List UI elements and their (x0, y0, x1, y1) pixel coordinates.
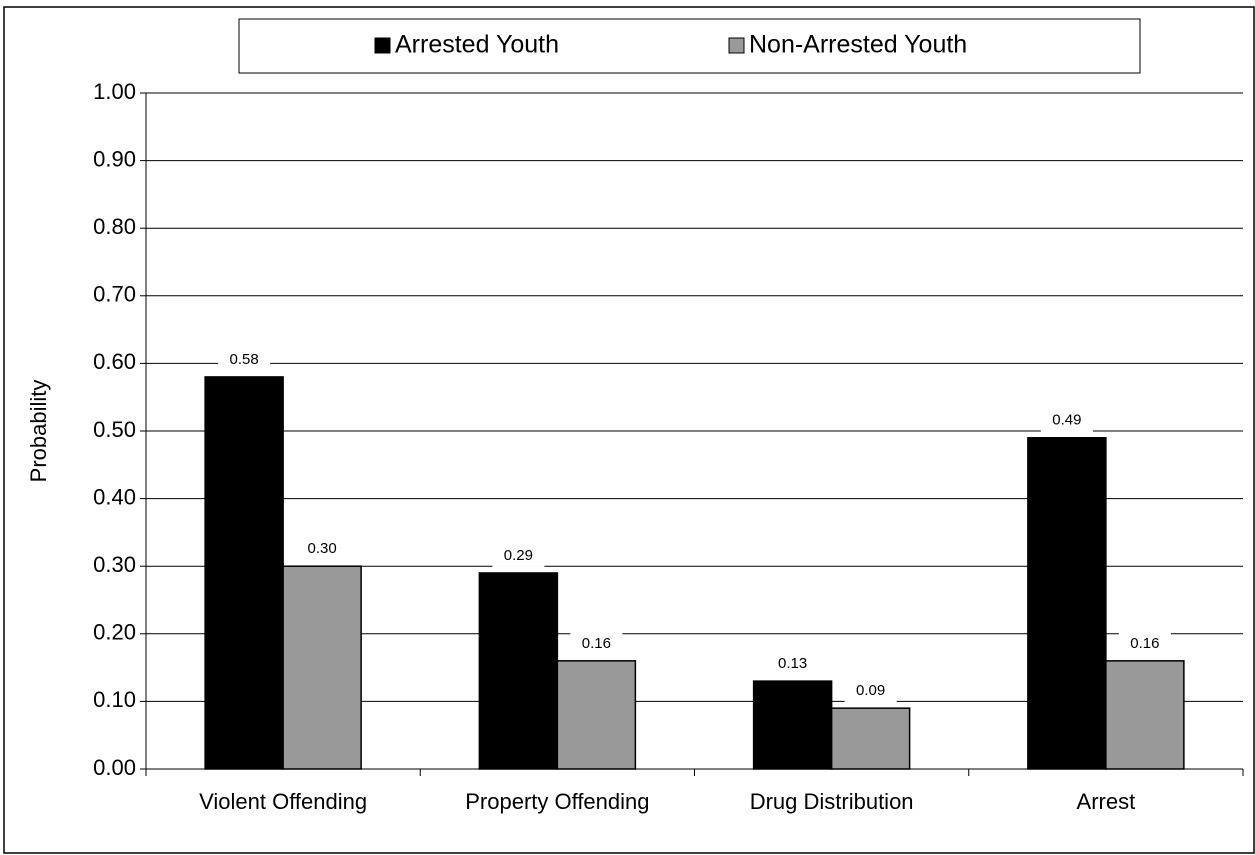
bar (556, 660, 637, 770)
value-label: 0.16 (582, 635, 611, 652)
y-tick-label: 0.50 (93, 417, 136, 442)
y-tick-label: 0.20 (93, 620, 136, 645)
y-tick-label: 0.10 (93, 687, 136, 712)
value-label-bg (296, 538, 349, 561)
x-tick-label: Drug Distribution (750, 789, 914, 814)
value-label-bg (1118, 632, 1171, 655)
value-label-bg (844, 680, 897, 703)
y-tick-label: 0.70 (93, 282, 136, 307)
bar (752, 680, 833, 770)
legend-label: Non-Arrested Youth (749, 31, 967, 59)
value-label: 0.29 (504, 547, 533, 564)
bar (1105, 660, 1185, 770)
value-label-bg (218, 348, 271, 371)
value-label: 0.58 (230, 351, 259, 368)
legend-swatch (728, 37, 745, 54)
y-tick-label: 0.00 (93, 755, 136, 780)
value-label-bg (492, 544, 545, 567)
y-tick-label: 0.30 (93, 552, 136, 577)
value-label: 0.09 (856, 682, 885, 699)
bar (204, 376, 284, 770)
y-axis-label: Probability (26, 380, 51, 483)
x-tick-label: Violent Offending (199, 789, 367, 814)
y-tick-label: 0.60 (93, 349, 136, 374)
value-label-bg (766, 653, 819, 676)
x-tick-label: Arrest (1077, 789, 1136, 814)
legend-swatch (374, 37, 391, 54)
value-label-bg (1040, 409, 1093, 432)
value-label: 0.30 (308, 540, 337, 557)
bar (282, 565, 362, 770)
y-tick-label: 0.40 (93, 484, 136, 509)
value-label: 0.49 (1052, 412, 1081, 429)
bar (830, 707, 911, 770)
value-label: 0.13 (778, 655, 807, 672)
legend-box (238, 18, 1141, 74)
bar (1027, 437, 1107, 770)
x-tick-label: Property Offending (465, 789, 649, 814)
y-tick-label: 0.90 (93, 146, 136, 171)
legend-label: Arrested Youth (395, 31, 559, 59)
y-tick-label: 1.00 (93, 79, 136, 104)
y-tick-label: 0.80 (93, 214, 136, 239)
bar (478, 572, 559, 770)
value-label: 0.16 (1130, 635, 1159, 652)
value-label-bg (570, 632, 623, 655)
